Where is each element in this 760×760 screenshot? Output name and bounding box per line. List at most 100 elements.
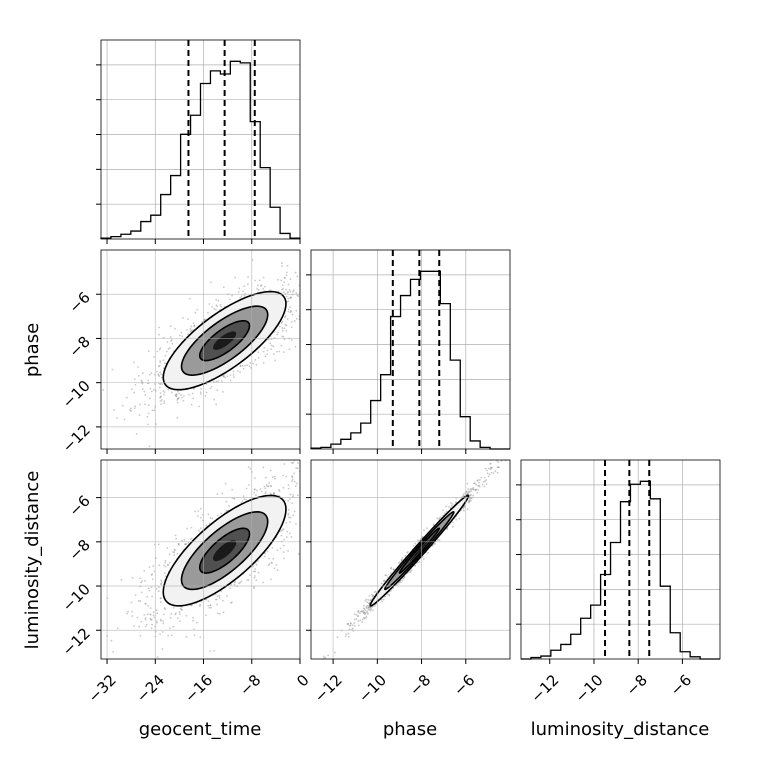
- histogram-step-line: [310, 270, 510, 450]
- scatter-point: [185, 635, 188, 638]
- scatter-point: [291, 476, 294, 479]
- scatter-point: [431, 544, 434, 547]
- density-panel-geocent-time-vs-luminosity-distance: [96, 459, 311, 664]
- scatter-point: [303, 469, 305, 471]
- scatter-point: [249, 362, 252, 364]
- scatter-point: [159, 347, 162, 349]
- scatter-point: [192, 616, 194, 619]
- x-tick-label: 0: [293, 671, 312, 690]
- scatter-point: [158, 564, 161, 567]
- scatter-point: [116, 627, 119, 630]
- scatter-point: [258, 279, 261, 282]
- scatter-point: [207, 600, 210, 603]
- scatter-point: [163, 400, 166, 402]
- scatter-point: [198, 405, 200, 408]
- scatter-point: [177, 543, 180, 545]
- scatter-point: [417, 561, 419, 564]
- scatter-point: [268, 482, 271, 484]
- scatter-point: [134, 405, 137, 408]
- scatter-point: [231, 294, 233, 297]
- scatter-point: [293, 472, 296, 475]
- scatter-point: [186, 318, 189, 321]
- scatter-point: [346, 623, 349, 625]
- scatter-point: [252, 565, 255, 568]
- scatter-point: [239, 296, 242, 299]
- scatter-point: [418, 561, 421, 563]
- scatter-point: [226, 375, 229, 378]
- y-axis-label-luminosity-distance: luminosity_distance: [22, 471, 43, 650]
- scatter-point: [156, 612, 159, 615]
- scatter-point: [264, 476, 267, 479]
- scatter-point: [171, 338, 173, 341]
- scatter-point: [173, 551, 175, 554]
- scatter-point: [194, 311, 197, 314]
- scatter-point: [477, 489, 480, 491]
- scatter-point: [222, 390, 224, 393]
- scatter-point: [209, 604, 212, 606]
- scatter-point: [239, 581, 241, 584]
- scatter-point: [302, 502, 304, 504]
- scatter-point: [259, 488, 262, 491]
- scatter-point: [323, 655, 325, 658]
- scatter-point: [287, 297, 290, 300]
- scatter-point: [489, 463, 492, 465]
- scatter-point: [191, 604, 193, 606]
- panel-frame: [310, 459, 511, 660]
- scatter-point: [158, 386, 161, 389]
- scatter-point: [381, 600, 383, 603]
- scatter-point: [257, 356, 260, 359]
- scatter-point: [287, 300, 290, 303]
- scatter-point: [215, 403, 218, 406]
- scatter-point: [148, 566, 151, 568]
- scatter-point: [291, 502, 294, 505]
- scatter-point: [371, 594, 374, 597]
- scatter-point: [286, 318, 289, 320]
- scatter-point: [481, 483, 484, 486]
- scatter-point: [241, 364, 244, 367]
- scatter-point: [489, 466, 492, 469]
- scatter-point: [137, 599, 140, 602]
- scatter-point: [171, 342, 174, 345]
- scatter-point: [192, 619, 194, 622]
- scatter-point: [282, 528, 285, 530]
- scatter-point: [187, 542, 190, 544]
- scatter-point: [362, 612, 365, 614]
- scatter-point: [302, 304, 304, 306]
- scatter-point: [269, 492, 272, 495]
- scatter-point: [153, 409, 156, 412]
- scatter-point: [175, 393, 178, 396]
- scatter-point: [163, 393, 165, 396]
- scatter-point: [163, 572, 166, 574]
- scatter-point: [197, 510, 200, 512]
- scatter-point: [184, 543, 186, 546]
- scatter-point: [121, 404, 124, 407]
- histogram-step-line: [521, 480, 720, 660]
- scatter-point: [289, 278, 292, 280]
- scatter-point: [246, 579, 249, 581]
- scatter-point: [284, 277, 286, 279]
- scatter-point: [308, 230, 310, 232]
- scatter-point: [270, 578, 272, 581]
- scatter-point: [160, 579, 163, 582]
- scatter-point: [135, 433, 138, 435]
- scatter-point: [367, 608, 370, 611]
- scatter-point: [404, 554, 407, 557]
- scatter-point: [225, 509, 228, 512]
- scatter-point: [230, 583, 233, 586]
- scatter-point: [290, 309, 292, 312]
- scatter-point: [309, 480, 311, 482]
- scatter-point: [180, 396, 183, 399]
- scatter-point: [286, 291, 289, 294]
- scatter-point: [183, 395, 185, 397]
- scatter-point: [133, 391, 136, 394]
- scatter-point: [198, 604, 201, 607]
- scatter-point: [368, 606, 371, 608]
- scatter-point: [257, 571, 260, 574]
- scatter-point: [214, 598, 217, 601]
- scatter-point: [307, 303, 309, 305]
- scatter-point: [163, 391, 166, 393]
- scatter-point: [216, 595, 219, 598]
- scatter-point: [296, 467, 299, 470]
- scatter-point: [147, 350, 150, 353]
